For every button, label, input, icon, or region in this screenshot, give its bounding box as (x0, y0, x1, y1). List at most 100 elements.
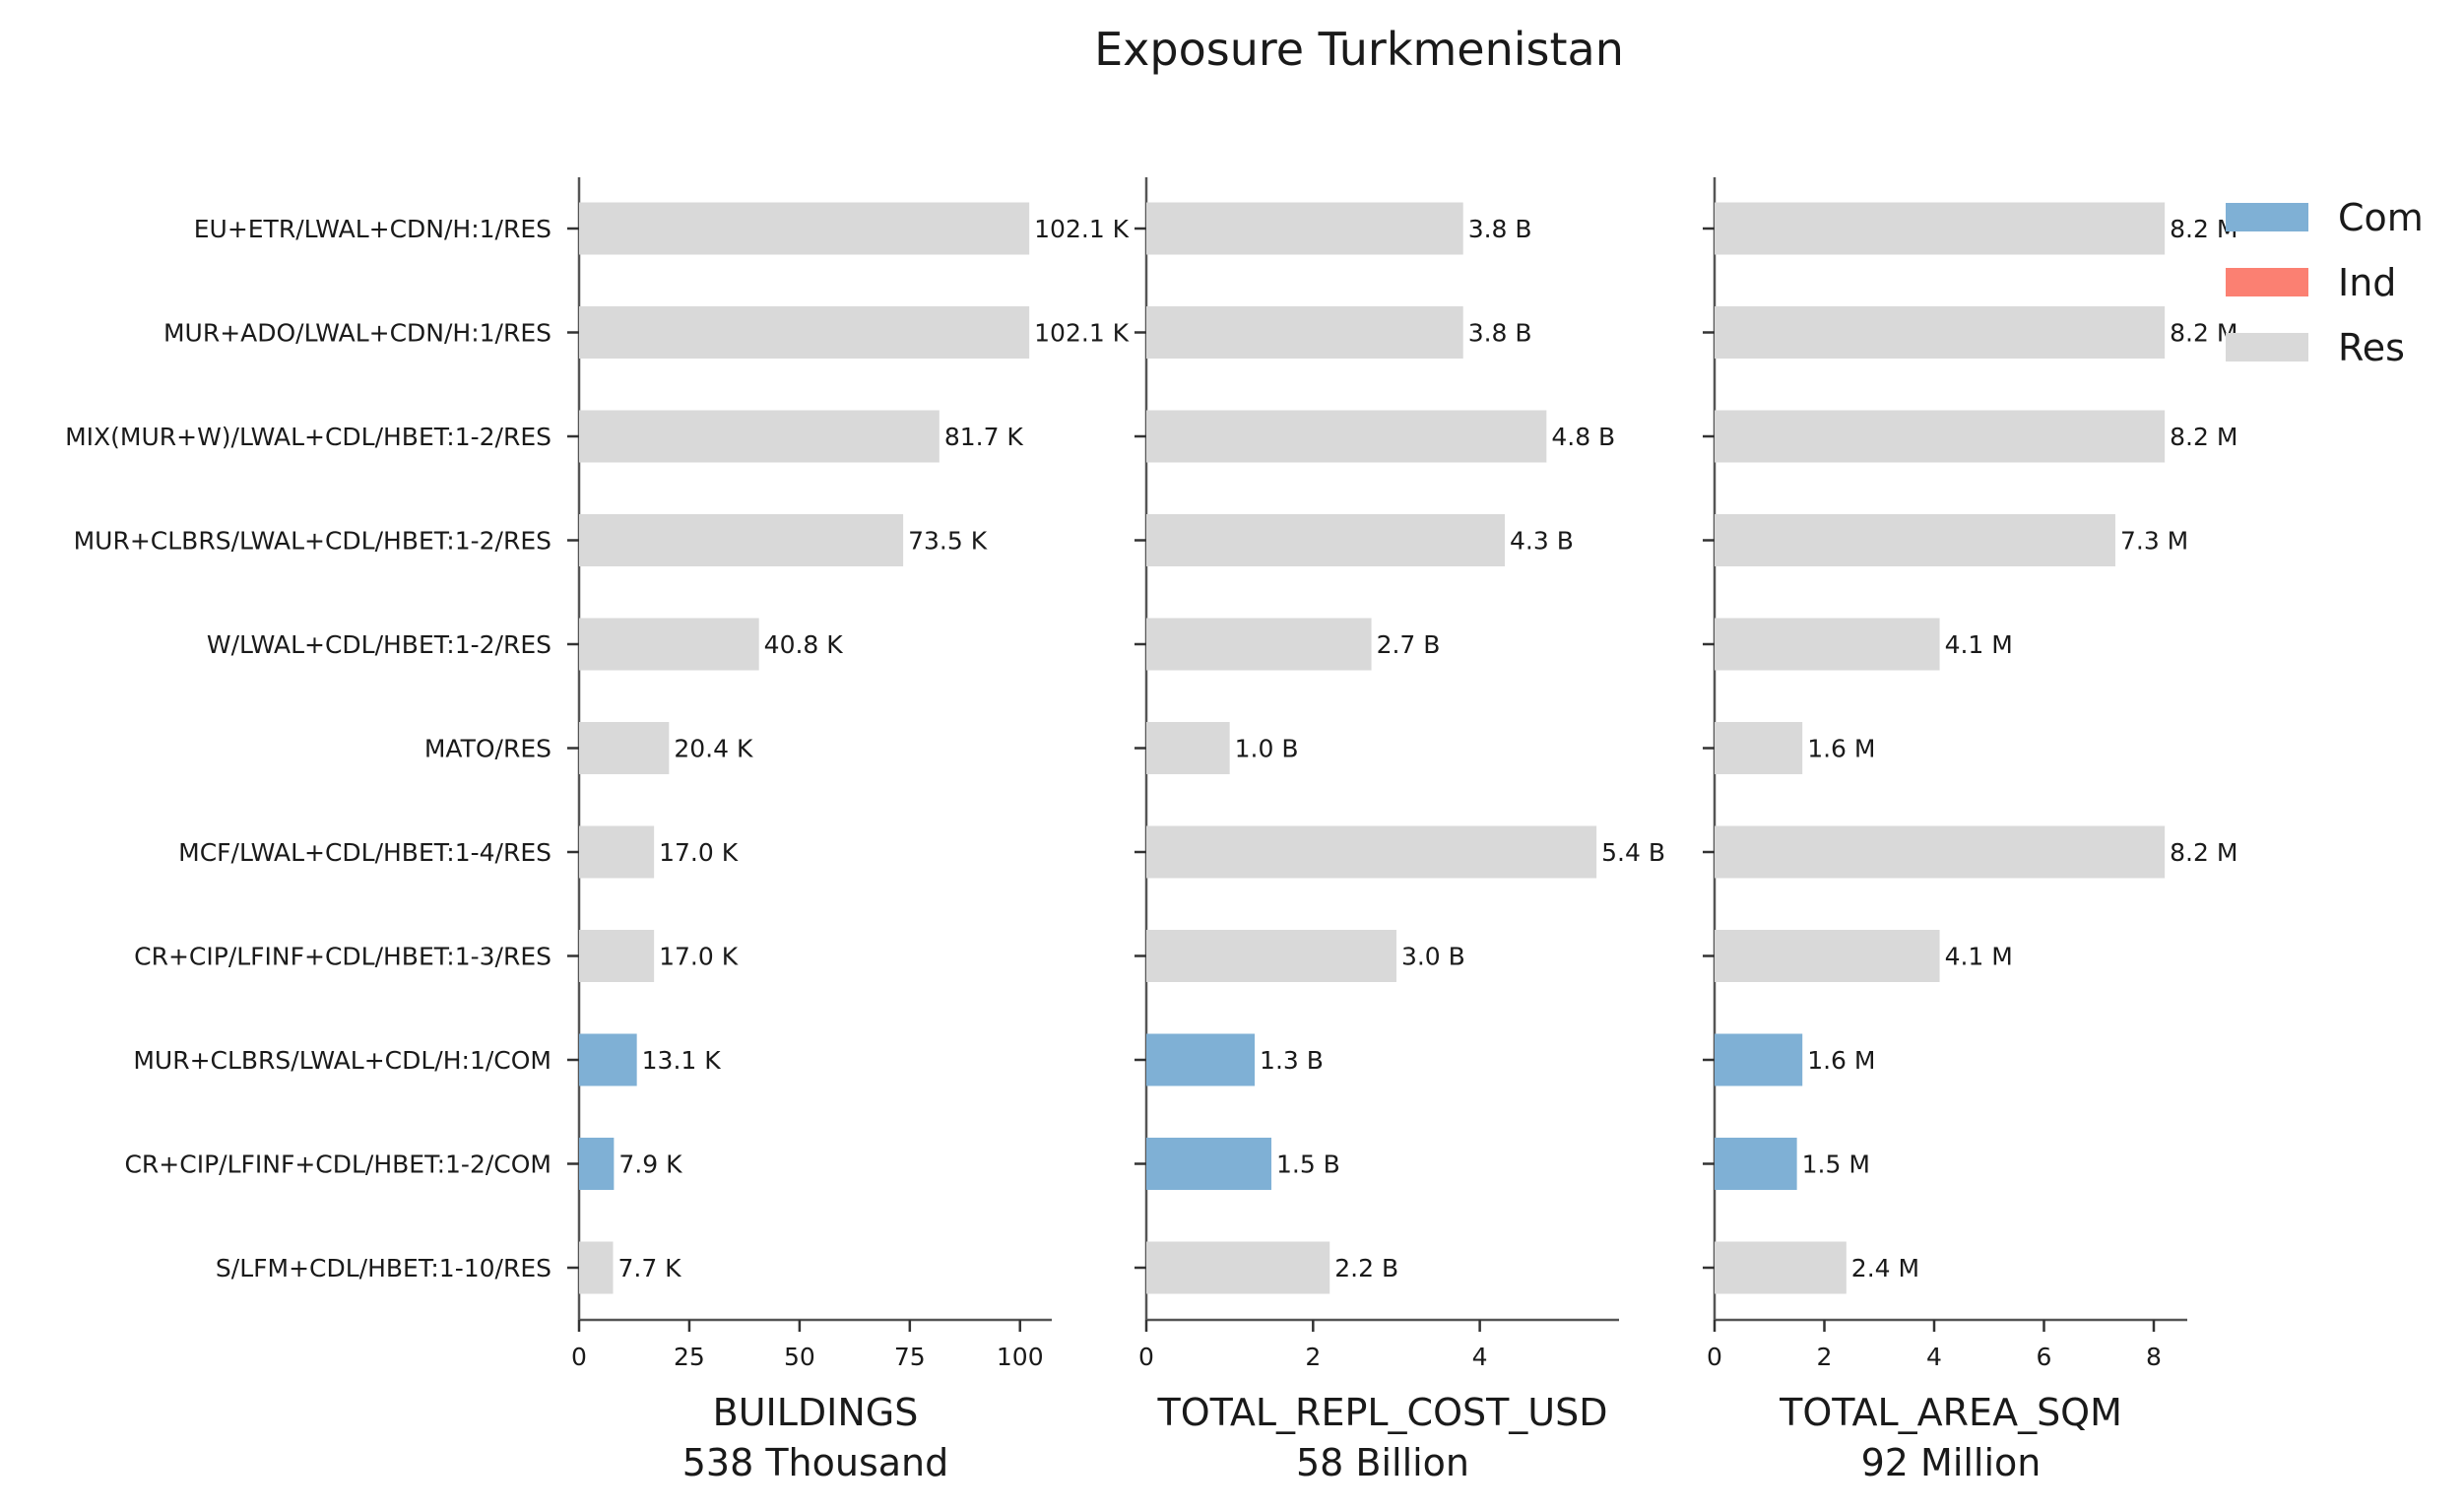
panels-layer: 102.1 K EU+ETR/LWAL+CDN/H:1/RES 102.1 K MUR… (65, 177, 2237, 1484)
x-axis-subtitle: 92 Million (1861, 1441, 2042, 1484)
legend-label: Ind (2338, 261, 2396, 304)
bar (579, 1033, 637, 1086)
x-tick-label: 100 (997, 1343, 1044, 1371)
panel-3: 8.2 M8.2 M8.2 M7.3 M4.1 M1.6 M8.2 M4.1 M… (1703, 177, 2237, 1484)
bar (1715, 930, 1940, 982)
data-label: 2.7 B (1377, 630, 1441, 659)
data-label: 81.7 K (944, 423, 1024, 451)
bar (1146, 202, 1463, 255)
category-label: MUR+CLBRS/LWAL+CDL/H:1/COM (133, 1046, 551, 1075)
legend-swatch (2226, 333, 2308, 361)
bar (1146, 930, 1396, 982)
category-label: MCF/LWAL+CDL/HBET:1-4/RES (178, 838, 551, 867)
category-label: CR+CIP/LFINF+CDL/HBET:1-3/RES (134, 943, 551, 971)
bar (579, 1241, 614, 1294)
legend-label: Com (2338, 196, 2424, 239)
bar (1715, 618, 1940, 671)
category-label: CR+CIP/LFINF+CDL/HBET:1-2/COM (124, 1150, 551, 1179)
data-label: 1.6 M (1807, 735, 1875, 763)
category-label: S/LFM+CDL/HBET:1-10/RES (216, 1254, 551, 1282)
chart-title: Exposure Turkmenistan (1094, 23, 1624, 76)
bar (1715, 410, 2166, 463)
data-label: 1.3 B (1260, 1046, 1324, 1075)
bar (1146, 1033, 1256, 1086)
x-axis-title: TOTAL_REPL_COST_USD (1156, 1391, 1607, 1434)
legend-swatch (2226, 268, 2308, 296)
bar (1146, 618, 1372, 671)
data-label: 3.8 B (1468, 215, 1532, 243)
bar (579, 825, 655, 879)
data-label: 102.1 K (1034, 215, 1130, 243)
x-tick-label: 50 (784, 1343, 815, 1371)
panel-2: 3.8 B 3.8 B 4.8 B 4.3 B 2.7 B 1.0 B 5.4 B 3.0 B… (1135, 177, 1665, 1484)
bar (1146, 722, 1230, 774)
x-tick-label: 0 (571, 1343, 587, 1371)
data-label: 5.4 B (1601, 838, 1665, 867)
data-label: 8.2 M (2170, 838, 2237, 867)
bar (579, 202, 1030, 255)
x-tick-label: 25 (674, 1343, 705, 1371)
data-label: 7.7 K (617, 1254, 681, 1282)
bar (579, 930, 655, 982)
x-axis-subtitle: 538 Thousand (682, 1441, 949, 1484)
bar (579, 1138, 615, 1190)
data-label: 40.8 K (764, 630, 844, 659)
x-tick-label: 8 (2146, 1343, 2162, 1371)
legend: Com Ind Res (2226, 196, 2424, 369)
data-label: 13.1 K (642, 1046, 722, 1075)
bar (579, 722, 670, 774)
x-tick-label: 6 (2037, 1343, 2052, 1371)
bar (1146, 306, 1463, 359)
bar (579, 410, 940, 463)
data-label: 102.1 K (1034, 319, 1130, 348)
data-label: 1.5 M (1802, 1150, 1870, 1179)
data-label: 8.2 M (2170, 423, 2237, 451)
bar (1715, 202, 2166, 255)
x-tick-label: 0 (1138, 1343, 1154, 1371)
data-label: 4.1 M (1945, 943, 2013, 971)
bar (579, 514, 904, 566)
x-tick-label: 0 (1707, 1343, 1722, 1371)
data-label: 4.8 B (1551, 423, 1615, 451)
x-tick-label: 4 (1926, 1343, 1942, 1371)
category-label: MATO/RES (424, 735, 551, 763)
x-axis-subtitle: 58 Billion (1296, 1441, 1469, 1484)
data-label: 7.3 M (2120, 527, 2188, 556)
bar (1715, 306, 2166, 359)
data-label: 3.0 B (1401, 943, 1465, 971)
data-label: 3.8 B (1468, 319, 1532, 348)
data-label: 4.1 M (1945, 630, 2013, 659)
bar (1715, 1241, 1847, 1294)
data-label: 17.0 K (659, 943, 739, 971)
category-label: MUR+ADO/LWAL+CDN/H:1/RES (163, 319, 551, 348)
panel-1: 102.1 K EU+ETR/LWAL+CDN/H:1/RES 102.1 K MUR… (65, 177, 1130, 1484)
data-label: 17.0 K (659, 838, 739, 867)
category-label: MUR+CLBRS/LWAL+CDL/HBET:1-2/RES (74, 527, 551, 556)
legend-swatch (2226, 203, 2308, 231)
bar (1146, 410, 1547, 463)
bar (1715, 514, 2115, 566)
data-label: 73.5 K (908, 527, 988, 556)
data-label: 20.4 K (674, 735, 753, 763)
legend-label: Res (2338, 326, 2405, 369)
data-label: 1.6 M (1807, 1046, 1875, 1075)
bar (579, 618, 759, 671)
bar (1715, 825, 2166, 879)
data-label: 7.9 K (618, 1150, 682, 1179)
bar (1715, 1033, 1803, 1086)
bar (1146, 1138, 1271, 1190)
category-label: EU+ETR/LWAL+CDN/H:1/RES (194, 215, 551, 243)
category-label: W/LWAL+CDL/HBET:1-2/RES (207, 630, 551, 659)
x-tick-label: 75 (894, 1343, 926, 1371)
bar (579, 306, 1030, 359)
x-axis-title: BUILDINGS (713, 1391, 919, 1434)
x-tick-label: 2 (1817, 1343, 1833, 1371)
data-label: 1.5 B (1276, 1150, 1340, 1179)
category-label: MIX(MUR+W)/LWAL+CDL/HBET:1-2/RES (65, 423, 551, 451)
bar (1715, 1138, 1797, 1190)
data-label: 2.2 B (1334, 1254, 1398, 1282)
data-label: 1.0 B (1235, 735, 1299, 763)
bar (1146, 1241, 1330, 1294)
